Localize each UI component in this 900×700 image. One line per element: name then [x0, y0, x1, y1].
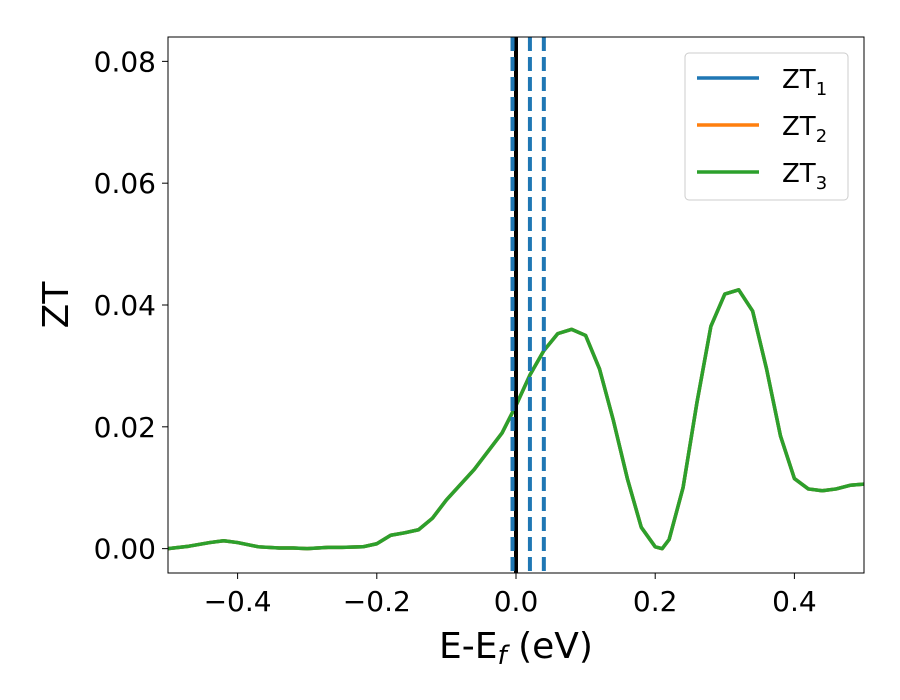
legend-label-zt3: ZT3 [782, 159, 827, 194]
y-tick-label: 0.00 [94, 533, 156, 566]
y-axis-label: ZT [36, 281, 77, 329]
x-axis-ticks: −0.4 −0.2 0.0 0.2 0.4 [204, 573, 817, 618]
y-tick-label: 0.04 [94, 289, 156, 322]
x-tick-label: 0.4 [772, 585, 817, 618]
y-tick-label: 0.02 [94, 411, 156, 444]
x-axis-label: E-Ef (eV) [439, 626, 593, 671]
y-tick-label: 0.08 [94, 45, 156, 78]
y-axis-ticks: 0.00 0.02 0.04 0.06 0.08 [94, 45, 168, 566]
x-tick-label: −0.4 [204, 585, 272, 618]
plot-area [167, 36, 865, 574]
x-tick-label: 0.0 [494, 585, 539, 618]
legend-box [684, 52, 849, 201]
legend-label-zt1: ZT1 [782, 65, 827, 100]
legend-label-zt2: ZT2 [782, 112, 827, 147]
legend: ZT1 ZT2 ZT3 [684, 52, 849, 201]
x-tick-label: −0.2 [343, 585, 411, 618]
x-tick-label: 0.2 [633, 585, 678, 618]
y-tick-label: 0.06 [94, 167, 156, 200]
